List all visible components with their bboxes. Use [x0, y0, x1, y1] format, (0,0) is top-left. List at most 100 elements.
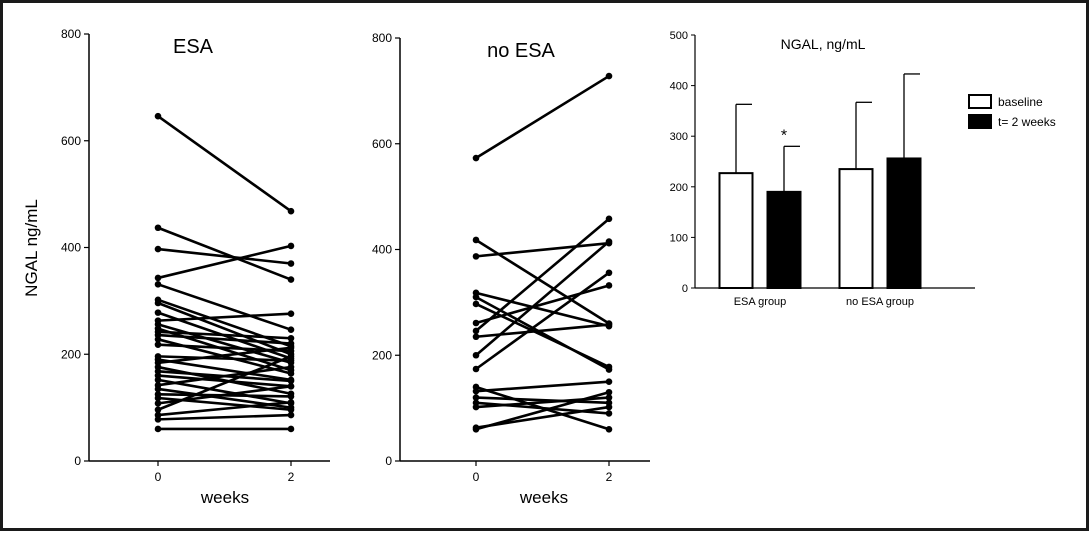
no-esa-point — [472, 293, 480, 301]
no-esa-series-line — [475, 284, 610, 325]
esa-point — [287, 393, 295, 400]
esa-point — [287, 370, 295, 377]
esa-point — [287, 276, 295, 283]
esa-point — [154, 416, 162, 423]
esa-point — [287, 377, 295, 385]
no-esa-point — [605, 425, 613, 433]
no-esa-point — [605, 363, 613, 371]
no-esa-y-tick-label: 600 — [372, 137, 392, 151]
esa-point — [287, 398, 295, 406]
esa-series-line — [157, 226, 292, 281]
esa-series-line — [157, 355, 292, 411]
esa-point — [154, 394, 162, 402]
esa-point — [287, 326, 295, 333]
no-esa-y-tick-label: 800 — [372, 31, 392, 45]
no-esa-point — [605, 72, 613, 80]
no-esa-point — [472, 387, 480, 395]
no-esa-point — [605, 403, 613, 411]
no-esa-y-tick-label: 400 — [372, 243, 392, 257]
y-axis-label: NGAL ng/mL — [22, 199, 41, 297]
no-esa-series-line — [475, 217, 610, 332]
no-esa-series-line — [475, 391, 610, 431]
esa-tick-labels: 0 200 400 600 800 0 2 — [61, 27, 295, 484]
no-esa-point — [605, 321, 613, 328]
no-esa-point — [472, 365, 480, 373]
legend-swatch-baseline — [968, 94, 992, 109]
no-esa-tick-labels: 0 200 400 600 800 0 2 — [372, 31, 613, 484]
esa-point — [287, 382, 295, 390]
esa-y-tick-label: 0 — [74, 454, 81, 468]
bar-y-tick-label: 500 — [670, 30, 688, 42]
esa-series-line — [157, 365, 292, 387]
bar-category-label: ESA group — [734, 296, 787, 308]
no-esa-y-tick-label: 0 — [385, 454, 392, 468]
esa-point — [154, 400, 162, 407]
no-esa-point — [605, 269, 613, 277]
esa-series-line — [157, 400, 292, 417]
esa-title: ESA — [173, 36, 214, 58]
no-esa-point — [472, 319, 480, 327]
esa-point — [287, 406, 295, 414]
esa-point — [154, 245, 162, 253]
esa-series-line — [157, 378, 292, 405]
no-esa-series-line — [475, 271, 610, 371]
esa-series-line — [157, 330, 292, 340]
no-esa-point — [605, 378, 613, 385]
esa-y-tick-label: 400 — [61, 241, 81, 255]
no-esa-series-lines — [472, 72, 613, 433]
esa-x-tick-label: 0 — [155, 470, 162, 484]
esa-series-line — [157, 333, 292, 345]
esa-series-line — [157, 115, 292, 213]
no-esa-series-line — [475, 291, 610, 328]
esa-point — [287, 334, 295, 342]
esa-point — [154, 281, 162, 288]
bar — [886, 157, 922, 289]
no-esa-point — [605, 282, 613, 289]
esa-x-tick-label: 2 — [288, 470, 295, 484]
no-esa-point — [472, 300, 480, 308]
no-esa-y-tick-label: 200 — [372, 348, 392, 362]
no-esa-x-tick-label: 2 — [606, 470, 613, 484]
bar-category-label: no ESA group — [846, 296, 914, 308]
esa-point — [154, 224, 162, 232]
no-esa-series-line — [475, 396, 610, 405]
no-esa-point — [605, 388, 613, 396]
bar-tick-labels: 0 100 200 300 400 500 ESA group no ESA group — [670, 30, 914, 308]
no-esa-series-line — [475, 240, 610, 357]
no-esa-point — [472, 236, 480, 244]
esa-series-lines — [154, 112, 295, 433]
bar — [718, 172, 754, 289]
bar-chart-title: NGAL, ng/mL — [781, 36, 866, 52]
no-esa-point — [472, 351, 480, 359]
no-esa-point — [472, 394, 480, 401]
esa-series-line — [157, 374, 292, 388]
no-esa-point — [472, 425, 480, 433]
no-esa-axes — [395, 37, 650, 466]
bar — [838, 168, 874, 289]
bar — [766, 190, 802, 289]
esa-point — [287, 363, 295, 371]
no-esa-panel: no ESA weeks 0 200 400 600 800 0 2 — [372, 31, 650, 507]
no-esa-title: no ESA — [487, 40, 555, 62]
no-esa-series-line — [475, 241, 610, 258]
esa-point — [287, 344, 295, 352]
significance-annotation: * — [781, 127, 787, 144]
esa-series-line — [157, 244, 292, 280]
no-esa-point — [605, 215, 613, 223]
ngal-bar-panel: NGAL, ng/mL 0 100 200 300 400 500 ESA group no … — [670, 30, 1056, 308]
no-esa-point — [605, 410, 613, 417]
bar-marks: * — [718, 73, 922, 289]
esa-point — [154, 274, 162, 282]
esa-series-line — [157, 346, 292, 365]
esa-series-line — [157, 312, 292, 322]
esa-y-tick-label: 800 — [61, 27, 81, 41]
esa-y-tick-label: 600 — [61, 134, 81, 148]
esa-series-line — [157, 298, 292, 348]
no-esa-series-line — [475, 302, 610, 369]
bar-y-tick-label: 300 — [670, 131, 688, 143]
legend-label-t2: t= 2 weeks — [998, 115, 1056, 129]
esa-axes — [84, 33, 330, 466]
esa-point — [154, 309, 162, 316]
